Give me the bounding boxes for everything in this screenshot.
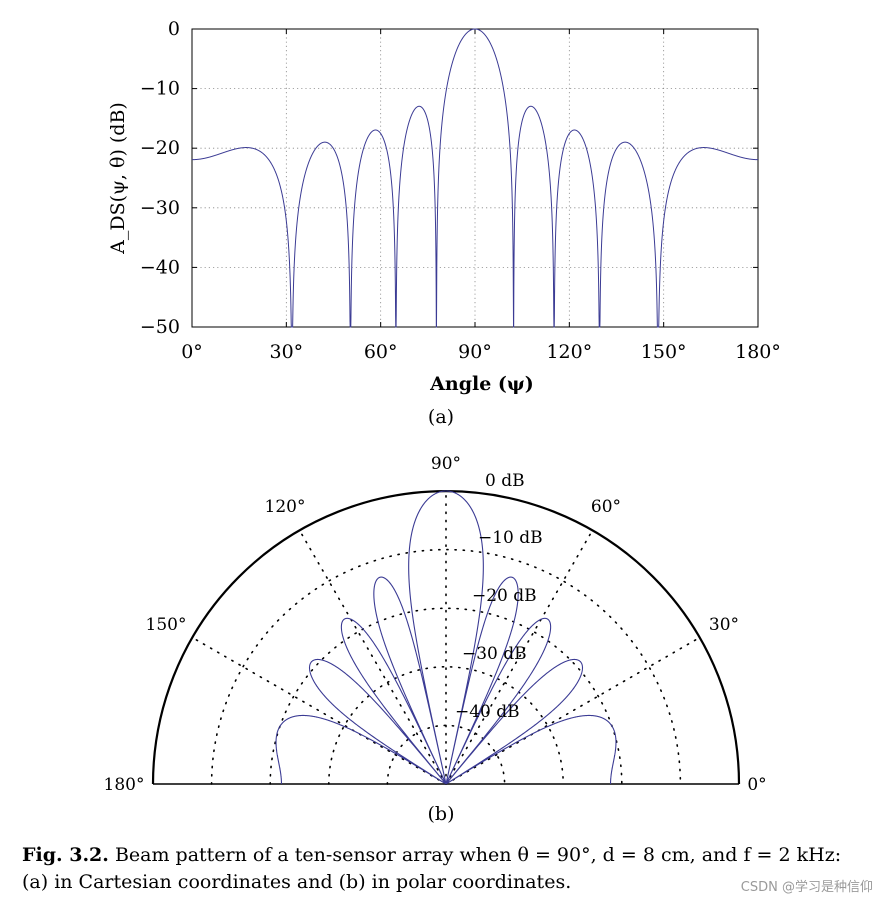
polar-angle-label: 150° — [146, 615, 187, 635]
cartesian-grid — [192, 29, 758, 327]
panel-label-b: (b) — [428, 803, 455, 825]
y-axis-label: A_DS(ψ, θ) (dB) — [107, 102, 129, 255]
figure-caption: Fig. 3.2. Beam pattern of a ten-sensor a… — [22, 842, 867, 896]
y-tick-label: −40 — [140, 256, 180, 278]
cartesian-chart: 0° 30° 60° 90° 120° 150° 180°0−10−20−30−40−50 … — [107, 18, 781, 428]
y-tick-label: 0 — [168, 18, 180, 40]
polar-spoke — [445, 529, 594, 785]
x-tick-label: 0° — [181, 341, 203, 363]
polar-angle-label: 0° — [747, 775, 766, 795]
x-tick-label: 30° — [269, 341, 303, 363]
caption-label: Fig. 3.2. — [22, 844, 109, 866]
polar-outer-arc — [151, 489, 741, 785]
polar-grid — [191, 490, 701, 785]
polar-angle-label: 90° — [431, 454, 461, 474]
x-axis-label: Angle (ψ) — [429, 373, 534, 395]
panel-label-a: (a) — [428, 406, 454, 428]
polar-spoke — [191, 636, 447, 785]
polar-chart: 0° 30° 60° 90° 120° 150° 180° 0 dB −10 dB −20 dB −… — [104, 454, 767, 825]
polar-beam-curve — [275, 490, 617, 785]
cartesian-ticks: 0° 30° 60° 90° 120° 150° 180° 0 −10 −20 −30 −40 −50 — [140, 18, 781, 363]
cartesian-beam-curve — [192, 28, 758, 328]
polar-radial-label: −10 dB — [478, 528, 543, 548]
polar-spoke — [445, 636, 701, 785]
polar-angle-label: 60° — [591, 497, 621, 517]
polar-ring — [328, 666, 564, 785]
polar-radial-label: −30 dB — [462, 644, 527, 664]
x-tick-label: 150° — [641, 341, 687, 363]
y-tick-label: −10 — [140, 78, 180, 100]
y-tick-label: −20 — [140, 137, 180, 159]
polar-angle-label: 30° — [709, 615, 739, 635]
y-tick-label: −50 — [140, 316, 180, 338]
watermark: CSDN @学习是种信仰 — [740, 880, 873, 895]
y-tick-label: −30 — [140, 197, 180, 219]
polar-spoke — [298, 529, 447, 785]
polar-radial-label: −20 dB — [472, 586, 537, 606]
polar-angle-label: 120° — [265, 497, 306, 517]
polar-ring — [210, 548, 682, 785]
polar-radial-label: 0 dB — [485, 471, 525, 491]
cartesian-axes-frame — [191, 28, 759, 328]
caption-text: Beam pattern of a ten-sensor array when … — [22, 844, 842, 893]
x-tick-label: 90° — [458, 341, 492, 363]
x-tick-label: 120° — [546, 341, 592, 363]
polar-labels: 0° 30° 60° 90° 120° 150° 180° 0 dB −10 dB −20 dB −… — [104, 454, 767, 795]
polar-ring — [269, 607, 623, 785]
polar-radial-label: −40 dB — [455, 702, 520, 722]
x-tick-label: 180° — [735, 341, 781, 363]
polar-angle-label: 180° — [104, 775, 145, 795]
x-tick-label: 60° — [364, 341, 398, 363]
